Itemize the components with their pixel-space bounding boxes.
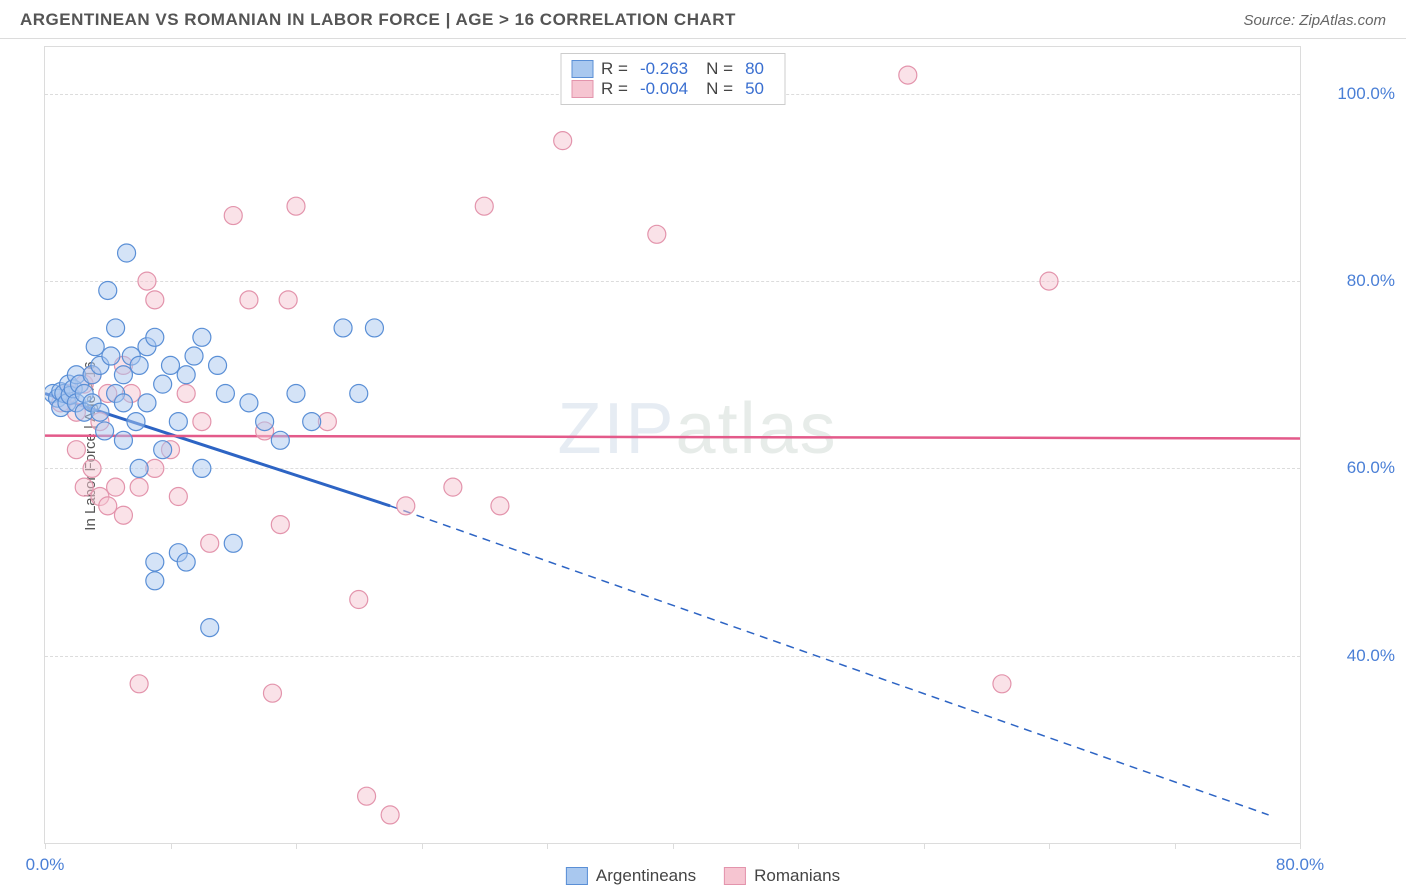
- r-label: R =: [601, 59, 628, 79]
- legend-item-romanians: Romanians: [724, 866, 840, 886]
- r-label: R =: [601, 79, 628, 99]
- legend-label: Romanians: [754, 866, 840, 886]
- xtick: [296, 843, 297, 849]
- plot-region: ZIPatlas R = -0.263 N = 80 R = -0.004 N …: [44, 46, 1301, 844]
- xtick: [1300, 843, 1301, 849]
- n-label: N =: [706, 59, 733, 79]
- ytick-label: 80.0%: [1310, 271, 1395, 291]
- xtick: [422, 843, 423, 849]
- ytick-label: 40.0%: [1310, 646, 1395, 666]
- xtick: [798, 843, 799, 849]
- series-legend: Argentineans Romanians: [566, 866, 840, 886]
- stats-legend: R = -0.263 N = 80 R = -0.004 N = 50: [560, 53, 785, 105]
- xtick: [547, 843, 548, 849]
- chart-title: ARGENTINEAN VS ROMANIAN IN LABOR FORCE |…: [20, 10, 736, 30]
- n-value-0: 80: [745, 59, 764, 79]
- legend-swatch-romanians: [724, 867, 746, 885]
- legend-swatch-argentineans: [566, 867, 588, 885]
- stats-legend-row: R = -0.004 N = 50: [571, 79, 774, 99]
- legend-swatch-argentineans: [571, 60, 593, 78]
- scatter-svg: [45, 47, 1300, 843]
- r-value-0: -0.263: [640, 59, 688, 79]
- xtick: [924, 843, 925, 849]
- n-label: N =: [706, 79, 733, 99]
- ytick-label: 60.0%: [1310, 458, 1395, 478]
- xtick: [673, 843, 674, 849]
- xtick-label: 0.0%: [26, 855, 65, 875]
- xtick: [45, 843, 46, 849]
- stats-legend-row: R = -0.263 N = 80: [571, 59, 774, 79]
- chart-source: Source: ZipAtlas.com: [1243, 12, 1386, 29]
- legend-label: Argentineans: [596, 866, 696, 886]
- r-value-1: -0.004: [640, 79, 688, 99]
- xtick: [1049, 843, 1050, 849]
- chart-header: ARGENTINEAN VS ROMANIAN IN LABOR FORCE |…: [0, 0, 1406, 39]
- chart-area: ZIPatlas R = -0.263 N = 80 R = -0.004 N …: [44, 46, 1406, 844]
- legend-item-argentineans: Argentineans: [566, 866, 696, 886]
- n-value-1: 50: [745, 79, 764, 99]
- xtick: [171, 843, 172, 849]
- legend-swatch-romanians: [571, 80, 593, 98]
- xtick: [1175, 843, 1176, 849]
- xtick-label: 80.0%: [1276, 855, 1324, 875]
- ytick-label: 100.0%: [1310, 84, 1395, 104]
